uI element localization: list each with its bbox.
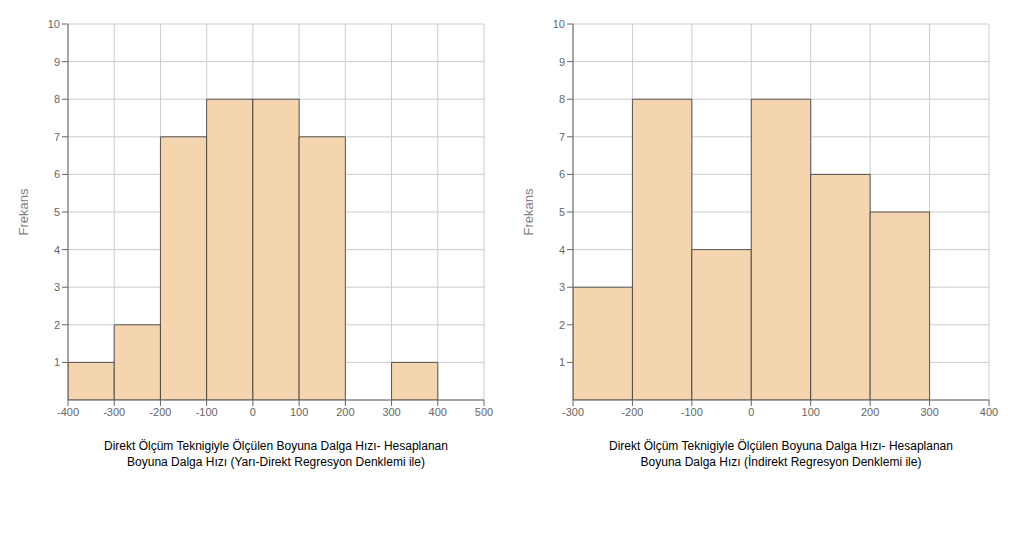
svg-text:-400: -400 <box>57 406 79 418</box>
svg-text:300: 300 <box>920 406 938 418</box>
html-text:Direkt Ölçüm Teknigiyle Ölçüle: Direkt Ölçüm Teknigiyle Ölçülen Boyuna D… <box>609 439 953 469</box>
svg-text:1: 1 <box>559 356 565 368</box>
svg-text:3: 3 <box>54 281 60 293</box>
svg-text:-300: -300 <box>562 406 584 418</box>
svg-text:5: 5 <box>559 206 565 218</box>
svg-text:Frekans: Frekans <box>521 188 536 235</box>
svg-text:-300: -300 <box>103 406 125 418</box>
svg-text:6: 6 <box>54 168 60 180</box>
svg-text:4: 4 <box>559 244 565 256</box>
svg-text:400: 400 <box>980 406 998 418</box>
svg-text:3: 3 <box>559 281 565 293</box>
svg-text:500: 500 <box>475 406 493 418</box>
svg-text:200: 200 <box>861 406 879 418</box>
svg-text:10: 10 <box>48 18 60 30</box>
svg-text:8: 8 <box>559 93 565 105</box>
svg-text:0: 0 <box>250 406 256 418</box>
svg-text:-200: -200 <box>149 406 171 418</box>
svg-text:400: 400 <box>429 406 447 418</box>
svg-text:4: 4 <box>54 244 60 256</box>
svg-text:100: 100 <box>290 406 308 418</box>
svg-text:-200: -200 <box>621 406 643 418</box>
svg-text:-100: -100 <box>681 406 703 418</box>
svg-text:5: 5 <box>54 206 60 218</box>
svg-text:-100: -100 <box>196 406 218 418</box>
svg-text:10: 10 <box>553 18 565 30</box>
svg-text:100: 100 <box>802 406 820 418</box>
svg-text:7: 7 <box>54 131 60 143</box>
svg-text:6: 6 <box>559 168 565 180</box>
svg-text:8: 8 <box>54 93 60 105</box>
svg-text:2: 2 <box>54 319 60 331</box>
svg-text:9: 9 <box>54 56 60 68</box>
svg-text:9: 9 <box>559 56 565 68</box>
svg-text:1: 1 <box>54 356 60 368</box>
svg-text:7: 7 <box>559 131 565 143</box>
svg-text:Frekans: Frekans <box>16 188 31 235</box>
svg-text:2: 2 <box>559 319 565 331</box>
svg-text:300: 300 <box>382 406 400 418</box>
svg-text:200: 200 <box>336 406 354 418</box>
svg-text:0: 0 <box>748 406 754 418</box>
html-text:Direkt Ölçüm Teknigiyle Ölçüle: Direkt Ölçüm Teknigiyle Ölçülen Boyuna D… <box>104 439 448 469</box>
